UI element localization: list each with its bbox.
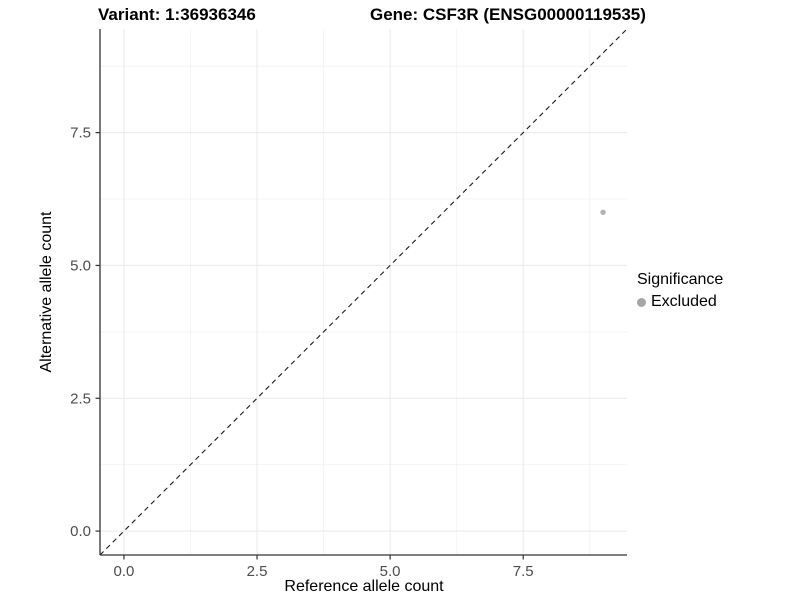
y-tick-label: 7.5 <box>70 125 91 142</box>
data-point-excluded <box>600 209 606 216</box>
x-tick-label: 5.0 <box>380 563 401 580</box>
legend-item-label: Excluded <box>651 293 717 310</box>
variant-title: Variant: 1:36936346 <box>98 5 256 24</box>
x-tick-label: 7.5 <box>513 563 534 580</box>
gene-title: Gene: CSF3R (ENSG00000119535) <box>370 5 646 24</box>
x-axis-title: Reference allele count <box>284 578 444 595</box>
legend-item-excluded: Excluded <box>637 293 723 311</box>
legend-title: Significance <box>637 271 724 288</box>
y-axis-title: Alternative allele count <box>38 211 55 373</box>
x-tick-label: 2.5 <box>247 563 268 580</box>
x-tick-label: 0.0 <box>114 563 135 580</box>
identity-dashed-line <box>99 28 628 556</box>
legend: Significance Excluded <box>637 271 723 311</box>
y-tick-label: 0.0 <box>70 523 91 540</box>
legend-key-dot-icon <box>637 297 646 307</box>
y-tick-label: 2.5 <box>70 390 91 407</box>
y-tick-label: 5.0 <box>70 257 91 274</box>
